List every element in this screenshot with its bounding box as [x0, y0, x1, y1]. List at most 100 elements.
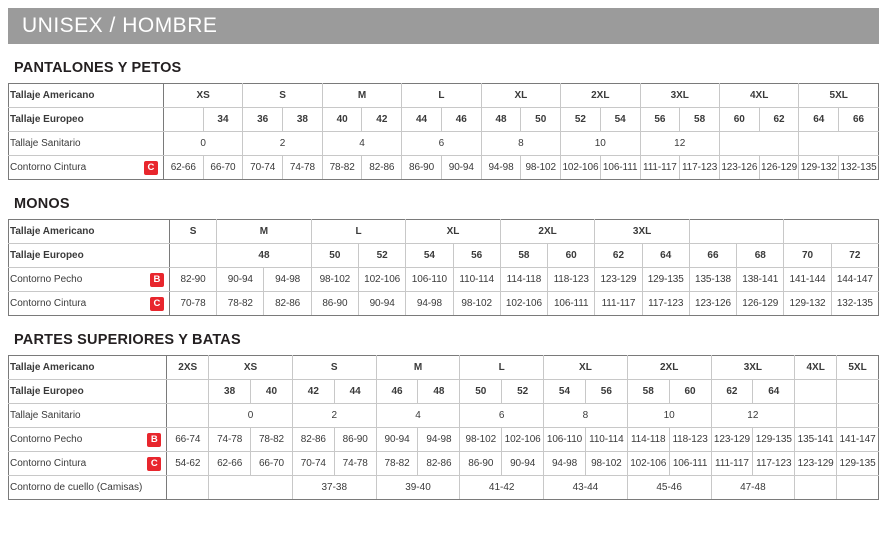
cell-tallaje-europeo: 56	[639, 107, 681, 132]
row-label-tallaje-sanitario: Tallaje Sanitario	[8, 131, 164, 156]
cell-contorno-pecho: 118-123	[547, 267, 596, 292]
row-label-text: Tallaje Europeo	[10, 250, 84, 261]
section-title-partes-superiores: PARTES SUPERIORES Y BATAS	[14, 332, 241, 348]
cell-contorno-cintura: 94-98	[543, 451, 586, 476]
cell-tallaje-europeo: 54	[543, 379, 586, 404]
table-row: Contorno Cintura C 62-66 66-70 70-74 74-78 78-…	[8, 155, 879, 180]
cell-tallaje-europeo: 52	[357, 243, 407, 268]
cell-tallaje-sanitario: 12	[710, 403, 796, 428]
cell-tallaje-sanitario: 10	[560, 131, 641, 156]
row-label-tallaje-europeo: Tallaje Europeo	[8, 243, 170, 268]
table-row: Tallaje Americano XS S M L XL 2XL 3XL 4XL 5XL	[8, 83, 879, 108]
cell-contorno-pecho: 123-129	[594, 267, 643, 292]
cell-contorno-cuello	[794, 475, 838, 500]
cell-tallaje-sanitario	[798, 131, 879, 156]
row-label-contorno-cintura: Contorno Cintura C	[8, 155, 164, 180]
cell-tallaje-americano	[783, 219, 879, 244]
table-row: Contorno Pecho B 82-90 90-94 94-98 98-102 102-…	[8, 267, 880, 292]
row-label-text: Tallaje Sanitario	[10, 138, 81, 149]
cell-tallaje-americano: 2XL	[499, 219, 596, 244]
section-title-pantalones: PANTALONES Y PETOS	[14, 60, 182, 76]
banner-title: UNISEX / HOMBRE	[22, 14, 218, 37]
cell-contorno-cintura: 86-90	[459, 451, 503, 476]
cell-tallaje-europeo	[794, 379, 838, 404]
table-row: Contorno Pecho B 66-74 74-78 78-82 82-86 86-90…	[7, 427, 879, 452]
cell-tallaje-americano: 4XL	[794, 355, 838, 380]
cell-contorno-cintura: 106-111	[547, 291, 596, 316]
cell-contorno-pecho: 74-78	[208, 427, 252, 452]
cell-tallaje-europeo: 56	[584, 379, 628, 404]
cell-contorno-cintura: 62-66	[208, 451, 252, 476]
size-table-monos: Tallaje Americano S M L XL 2XL 3XL Tallaje Euro…	[8, 219, 880, 316]
table-row: Tallaje Sanitario 0 2 4 6 8 10 12	[7, 403, 879, 428]
row-label-wrap: Contorno Cintura C	[10, 296, 168, 311]
cell-tallaje-europeo: 54	[599, 107, 641, 132]
cell-tallaje-americano: XL	[480, 83, 562, 108]
cell-contorno-pecho: 82-86	[291, 427, 335, 452]
cell-tallaje-europeo: 62	[594, 243, 643, 268]
cell-tallaje-europeo: 58	[679, 107, 720, 132]
cell-contorno-cintura: 98-102	[520, 155, 562, 180]
cell-tallaje-europeo: 66	[688, 243, 738, 268]
row-label-text: Tallaje Sanitario	[10, 410, 81, 421]
size-table-partes-superiores: Tallaje Americano 2XS XS S M L XL 2XL 3XL 4XL 5XL T…	[7, 355, 879, 500]
cell-contorno-pecho: 102-106	[357, 267, 407, 292]
cell-tallaje-americano: L	[401, 83, 482, 108]
cell-tallaje-sanitario	[166, 403, 210, 428]
row-label-wrap: Tallaje Sanitario	[10, 138, 162, 149]
cell-contorno-cintura: 123-126	[718, 155, 760, 180]
cell-contorno-cintura: 78-82	[375, 451, 419, 476]
cell-tallaje-americano: 3XL	[710, 355, 796, 380]
row-label-tallaje-americano: Tallaje Americano	[8, 83, 164, 108]
cell-contorno-cintura: 82-86	[263, 291, 312, 316]
row-label-wrap: Contorno de cuello (Camisas)	[10, 482, 165, 493]
cell-tallaje-europeo: 46	[440, 107, 482, 132]
cell-tallaje-europeo: 64	[798, 107, 840, 132]
cell-tallaje-americano: 2XL	[560, 83, 641, 108]
cell-tallaje-europeo	[836, 379, 879, 404]
cell-tallaje-europeo: 64	[641, 243, 690, 268]
cell-contorno-cintura: 94-98	[480, 155, 522, 180]
size-chart-page: UNISEX / HOMBRE PANTALONES Y PETOS Tallaj…	[0, 8, 887, 537]
cell-contorno-cintura: 117-123	[679, 155, 720, 180]
cell-tallaje-sanitario: 8	[543, 403, 628, 428]
cell-tallaje-europeo	[166, 379, 210, 404]
row-label-text: Tallaje Americano	[10, 362, 95, 373]
cell-tallaje-europeo: 62	[710, 379, 754, 404]
cell-tallaje-sanitario: 4	[375, 403, 461, 428]
cell-contorno-cintura: 129-135	[836, 451, 879, 476]
cell-tallaje-sanitario: 0	[162, 131, 244, 156]
cell-contorno-pecho: 110-114	[452, 267, 501, 292]
cell-contorno-cintura: 90-94	[357, 291, 407, 316]
section-monos: MONOS Tallaje Americano S M L XL 2XL 3XL Tallaje…	[8, 196, 880, 316]
cell-tallaje-europeo: 38	[282, 107, 323, 132]
cell-tallaje-americano: 5XL	[836, 355, 879, 380]
cell-contorno-cintura: 106-111	[599, 155, 641, 180]
cell-tallaje-europeo: 60	[668, 379, 712, 404]
cell-contorno-cintura: 98-102	[584, 451, 628, 476]
cell-tallaje-europeo: 38	[208, 379, 252, 404]
cell-contorno-pecho: 106-110	[543, 427, 586, 452]
cell-tallaje-americano: 3XL	[639, 83, 720, 108]
cell-contorno-pecho: 110-114	[584, 427, 628, 452]
cell-tallaje-europeo: 44	[333, 379, 377, 404]
row-label-text: Contorno Cintura	[10, 162, 87, 173]
cell-tallaje-europeo: 40	[321, 107, 363, 132]
cell-contorno-cuello	[166, 475, 210, 500]
cell-contorno-pecho: 118-123	[668, 427, 712, 452]
cell-contorno-cintura: 70-74	[291, 451, 335, 476]
row-label-wrap: Contorno Pecho B	[10, 272, 168, 287]
cell-contorno-pecho: 123-129	[710, 427, 754, 452]
cell-tallaje-europeo: 52	[501, 379, 545, 404]
cell-tallaje-sanitario: 6	[459, 403, 545, 428]
row-label-text: Contorno Pecho	[10, 274, 83, 285]
cell-tallaje-americano: S	[242, 83, 323, 108]
cell-tallaje-europeo	[168, 243, 218, 268]
cell-contorno-cintura: 78-82	[321, 155, 363, 180]
cell-contorno-cintura: 94-98	[405, 291, 454, 316]
cell-tallaje-europeo: 34	[202, 107, 244, 132]
cell-contorno-pecho: 82-90	[168, 267, 218, 292]
cell-tallaje-americano: L	[459, 355, 545, 380]
cell-tallaje-europeo: 56	[452, 243, 501, 268]
cell-contorno-cintura: 111-117	[710, 451, 754, 476]
